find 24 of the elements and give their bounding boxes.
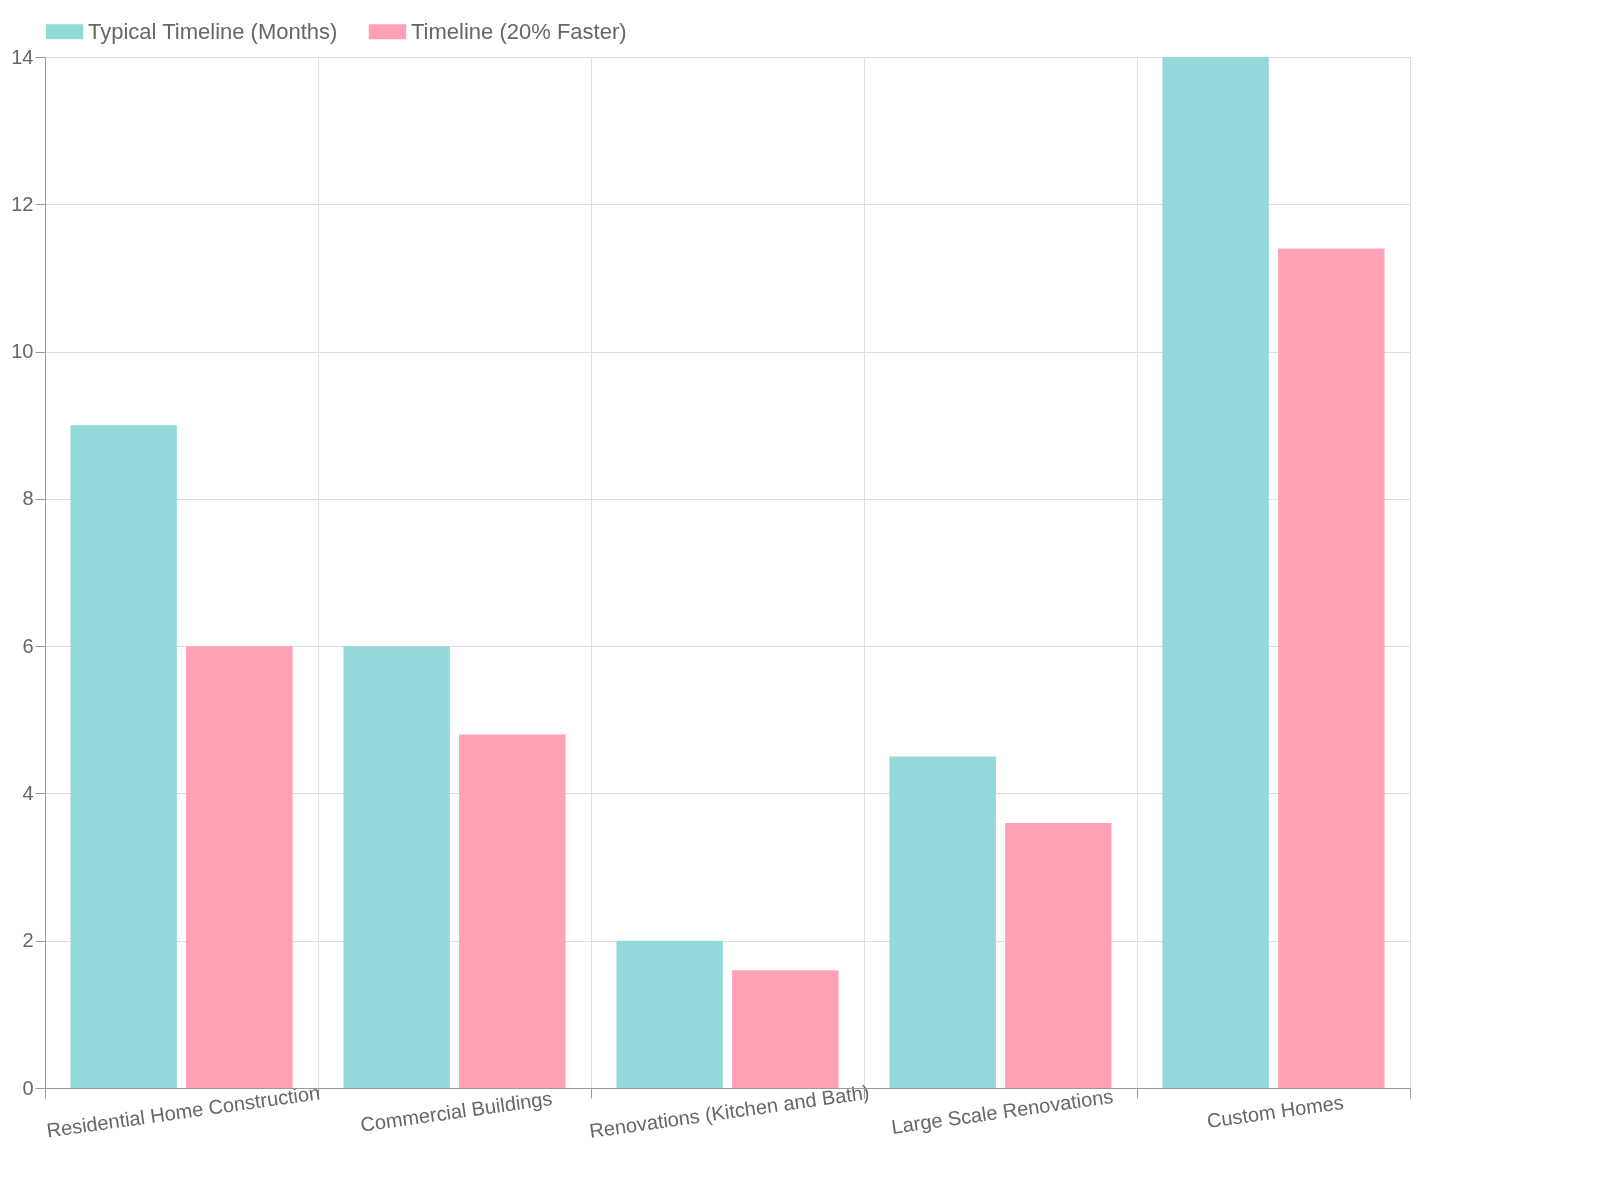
bar bbox=[1162, 57, 1269, 1088]
bar bbox=[616, 940, 723, 1088]
bar bbox=[459, 734, 566, 1088]
legend-label: Timeline (20% Faster) bbox=[411, 18, 627, 44]
y-tick-label: 14 bbox=[11, 45, 34, 68]
legend-label: Typical Timeline (Months) bbox=[88, 18, 338, 44]
x-tick-label: Large Scale Renovations bbox=[890, 1084, 1115, 1138]
y-tick-label: 2 bbox=[22, 929, 34, 952]
x-tick-label: Renovations (Kitchen and Bath) bbox=[587, 1080, 871, 1142]
x-tick-label: Commercial Buildings bbox=[358, 1087, 554, 1136]
bar bbox=[1278, 248, 1385, 1088]
bar bbox=[889, 756, 996, 1088]
bar bbox=[1005, 822, 1112, 1088]
y-tick-label: 6 bbox=[22, 634, 34, 657]
x-tick-label: Custom Homes bbox=[1205, 1090, 1346, 1132]
y-tick-label: 10 bbox=[11, 340, 34, 363]
y-tick-label: 8 bbox=[22, 487, 34, 510]
y-tick-label: 0 bbox=[22, 1076, 34, 1099]
bar bbox=[70, 425, 177, 1088]
y-tick-label: 4 bbox=[22, 781, 34, 804]
bar bbox=[343, 646, 450, 1088]
y-tick-label: 12 bbox=[11, 192, 34, 215]
bar bbox=[186, 646, 293, 1088]
x-tick-label: Residential Home Construction bbox=[45, 1081, 322, 1142]
